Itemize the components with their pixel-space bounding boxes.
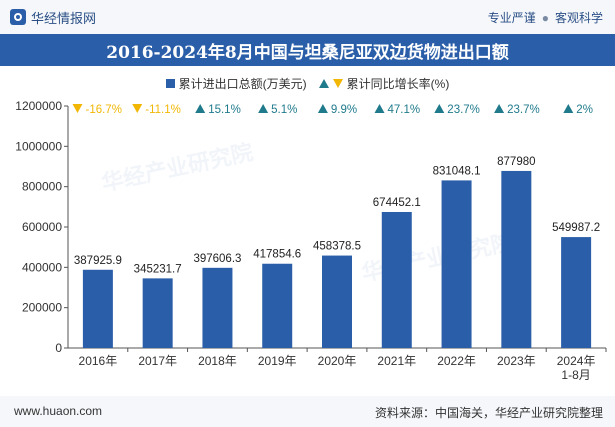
chart-title-bar: 2016-2024年8月中国与坦桑尼亚双边货物进出口额 [0,34,615,66]
legend-label-total: 累计进出口总额(万美元) [178,76,307,91]
growth-up-triangle-icon [494,104,505,113]
logo-icon [10,9,26,25]
growth-down-triangle-icon [72,104,83,113]
top-bar: 华经情报网 专业严谨 ● 客观科学 [0,0,615,34]
growth-up-triangle-icon [563,104,574,113]
growth-rate-label: 15.1% [208,104,241,116]
bar [381,211,412,348]
growth-rate-label: 47.1% [388,104,421,116]
growth-rate-label: 2% [576,104,593,116]
y-tick-label: 1000000 [15,139,62,153]
y-tick-label: 600000 [22,220,62,234]
x-tick-label: 2021年 [377,354,416,368]
x-tick-label: 1-8月 [561,368,590,382]
legend-bar-swatch [165,78,175,88]
brand[interactable]: 华经情报网 [10,8,96,26]
bar-value-label: 831048.1 [433,165,481,177]
bar [501,170,532,348]
brand-name: 华经情报网 [31,10,97,26]
bar [441,180,472,348]
bar [142,278,173,348]
legend-item-total: 累计进出口总额(万美元) [165,75,307,92]
footer-url[interactable]: www.huaon.com [14,404,103,418]
y-tick-label: 200000 [22,301,62,315]
x-tick-label: 2020年 [318,354,357,368]
y-tick-label: 800000 [22,180,62,194]
legend-label-growth: 累计同比增长率(%) [346,76,450,91]
legend-up-triangle-icon [318,78,329,88]
bar-value-label: 877980 [497,156,535,168]
bar-value-label: 458378.5 [313,241,361,253]
growth-rate-label: 23.7% [507,104,540,116]
bar [82,269,113,348]
y-tick-label: 1200000 [15,99,62,113]
growth-rate-label: 23.7% [447,104,480,116]
growth-rate-label: -11.1% [145,104,181,116]
bar [202,267,233,348]
bar-chart: 0 200000 400000 600000 800000 1000000 1200000 3… [15,99,607,382]
growth-rate-label: 5.1% [271,104,297,116]
growth-up-triangle-icon [195,104,206,113]
footer-source: 资料来源：中国海关，华经产业研究院整理 [374,406,603,420]
x-tick-label: 2024年 [557,354,596,368]
bar-value-label: 387925.9 [74,255,122,267]
footer: www.huaon.com 资料来源：中国海关，华经产业研究院整理 [0,396,615,427]
bar-value-label: 345231.7 [134,263,182,275]
bar-value-label: 417854.6 [253,249,301,261]
x-tick-label: 2023年 [497,354,536,368]
legend-item-growth: 累计同比增长率(%) [318,75,450,92]
bar-value-label: 549987.2 [552,222,600,234]
growth-up-triangle-icon [317,104,328,113]
legend-down-triangle-icon [332,78,343,88]
tagline: 专业严谨 ● 客观科学 [488,9,603,26]
x-tick-label: 2018年 [198,354,237,368]
bar [262,263,293,348]
growth-rate-label: 9.9% [331,104,357,116]
x-tick-label: 2022年 [437,354,476,368]
x-tick-label: 2019年 [258,354,297,368]
growth-up-triangle-icon [258,104,269,113]
y-tick-label: 0 [55,341,62,355]
tagline-objective: 客观科学 [554,11,603,25]
bar-value-label: 397606.3 [193,253,241,265]
bar-value-label: 674452.1 [373,197,421,209]
y-tick-label: 400000 [22,260,62,274]
growth-rate-label: -16.7% [85,104,121,116]
growth-up-triangle-icon [434,104,445,113]
bar [561,237,592,348]
chart-legend: 累计进出口总额(万美元) 累计同比增长率(%) [0,74,615,92]
x-tick-label: 2017年 [138,354,177,368]
bar [322,255,352,348]
chart-title: 2016-2024年8月中国与坦桑尼亚双边货物进出口额 [106,42,509,63]
growth-up-triangle-icon [374,104,385,113]
x-tick-label: 2016年 [79,354,118,368]
growth-down-triangle-icon [132,104,143,113]
tagline-professional: 专业严谨 [487,11,536,25]
tagline-separator: ● [541,10,549,25]
